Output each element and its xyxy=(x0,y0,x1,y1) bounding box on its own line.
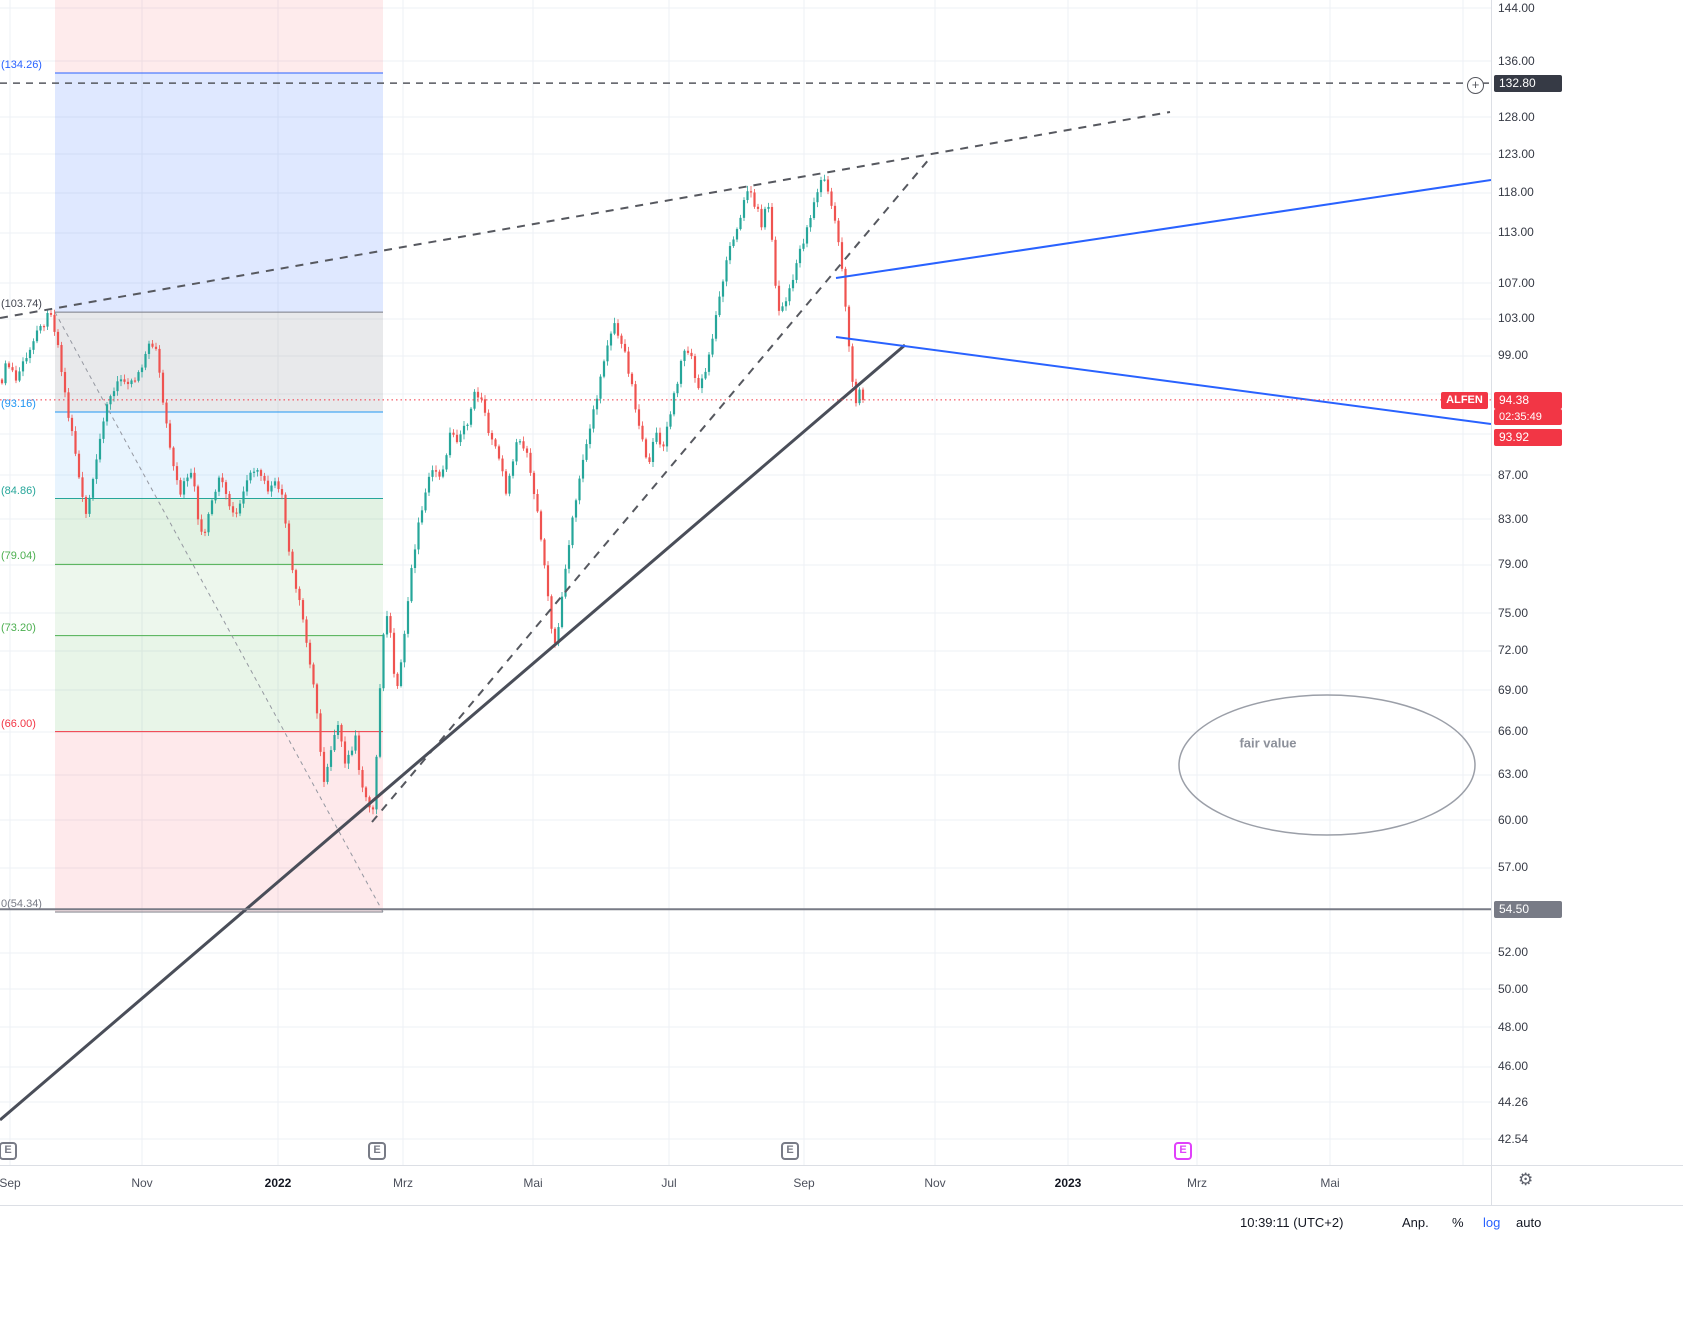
price-axis-label: 87.00 xyxy=(1498,467,1529,482)
fair-value-ellipse[interactable] xyxy=(1178,694,1476,836)
log-scale-toggle[interactable]: log xyxy=(1483,1215,1501,1230)
price-axis-label: 69.00 xyxy=(1498,682,1529,697)
auto-scale-toggle[interactable]: auto xyxy=(1516,1215,1542,1230)
trendline-blue-channel-lower[interactable] xyxy=(835,336,1491,425)
trendline-wedge-lower-dashed[interactable] xyxy=(371,157,931,823)
price-axis-label: 48.00 xyxy=(1498,1019,1529,1034)
price-axis-label: 75.00 xyxy=(1498,605,1529,620)
candlestick-series xyxy=(0,174,865,815)
add-order-plus-icon[interactable]: + xyxy=(1467,77,1484,94)
time-axis-label: Sep xyxy=(0,1176,21,1190)
time-axis-label: Sep xyxy=(793,1176,815,1190)
price-axis[interactable]: 144.00 136.00 128.00 123.00 118.00 113.00 107.… xyxy=(1491,0,1683,1165)
price-axis-label: 83.00 xyxy=(1498,511,1529,526)
time-axis-label: Mrz xyxy=(393,1176,413,1190)
price-axis-label: 60.00 xyxy=(1498,812,1529,827)
price-axis-label: 136.00 xyxy=(1498,53,1535,68)
bar-countdown-badge: 02:35:49 xyxy=(1494,408,1562,425)
vertical-gridlines xyxy=(9,0,1464,1165)
trendlines-layer xyxy=(0,111,1491,1122)
earnings-marker[interactable]: E xyxy=(1174,1142,1192,1160)
fib-baseline-dashed[interactable] xyxy=(54,311,384,913)
price-axis-label: 113.00 xyxy=(1498,225,1534,240)
price-axis-label: 107.00 xyxy=(1498,275,1535,290)
price-lines-layer xyxy=(0,82,1491,911)
price-axis-label: 118.00 xyxy=(1498,185,1534,200)
price-axis-label: 44.26 xyxy=(1498,1094,1529,1109)
time-axis-label: Mai xyxy=(523,1176,543,1190)
price-axis-label: 79.00 xyxy=(1498,557,1529,572)
adjust-data-toggle[interactable]: Anp. xyxy=(1402,1215,1429,1230)
price-axis-label: 52.00 xyxy=(1498,945,1529,960)
price-axis-label: 66.00 xyxy=(1498,724,1529,739)
target-price-badge[interactable]: 132.80 xyxy=(1494,74,1562,92)
time-axis-label: Nov xyxy=(924,1176,946,1190)
last-price-badge: 94.38 xyxy=(1494,391,1562,409)
bottom-toolbar: 10:39:11 (UTC+2) Anp. % log auto xyxy=(0,1205,1683,1239)
price-axis-label: 144.00 xyxy=(1498,0,1535,15)
price-axis-label: 128.00 xyxy=(1498,109,1535,124)
symbol-price-flag: ALFEN xyxy=(1441,391,1488,409)
earnings-marker[interactable]: E xyxy=(368,1142,386,1160)
price-axis-label: 42.54 xyxy=(1498,1131,1529,1146)
price-axis-label: 57.00 xyxy=(1498,860,1529,875)
trendline-wedge-upper-dashed[interactable] xyxy=(0,111,1171,319)
price-chart-canvas[interactable] xyxy=(0,0,1491,1165)
axis-corner: ⚙ xyxy=(1491,1165,1683,1205)
earnings-marker[interactable]: E xyxy=(781,1142,799,1160)
time-axis-label: Jul xyxy=(661,1176,677,1190)
fib-retracement-zones[interactable] xyxy=(54,0,384,913)
price-axis-label: 103.00 xyxy=(1498,311,1535,326)
time-axis-label: Mai xyxy=(1320,1176,1340,1190)
time-axis-label: Nov xyxy=(131,1176,153,1190)
time-axis[interactable]: Sep Nov 2022 Mrz Mai Jul Sep Nov 2023 Mrz Mai xyxy=(0,1165,1491,1205)
support-price-badge[interactable]: 54.50 xyxy=(1494,900,1562,918)
price-axis-label: 99.00 xyxy=(1498,348,1529,363)
percent-scale-toggle[interactable]: % xyxy=(1452,1215,1464,1230)
secondary-price-badge: 93.92 xyxy=(1494,428,1562,446)
price-axis-label: 50.00 xyxy=(1498,981,1529,996)
time-axis-label: 2022 xyxy=(264,1176,292,1190)
horizontal-gridlines xyxy=(0,7,1491,1140)
price-axis-label: 46.00 xyxy=(1498,1059,1529,1074)
time-axis-label: Mrz xyxy=(1187,1176,1207,1190)
trendline-support-trendline[interactable] xyxy=(0,343,906,1122)
price-axis-label: 63.00 xyxy=(1498,767,1529,782)
settings-gear-icon[interactable]: ⚙ xyxy=(1518,1170,1534,1189)
time-axis-label: 2023 xyxy=(1054,1176,1082,1190)
price-axis-label: 72.00 xyxy=(1498,643,1529,658)
earnings-marker[interactable]: E xyxy=(0,1142,17,1160)
trendline-blue-channel-upper[interactable] xyxy=(835,179,1491,279)
session-clock[interactable]: 10:39:11 (UTC+2) xyxy=(1240,1215,1344,1230)
price-axis-label: 123.00 xyxy=(1498,146,1535,161)
